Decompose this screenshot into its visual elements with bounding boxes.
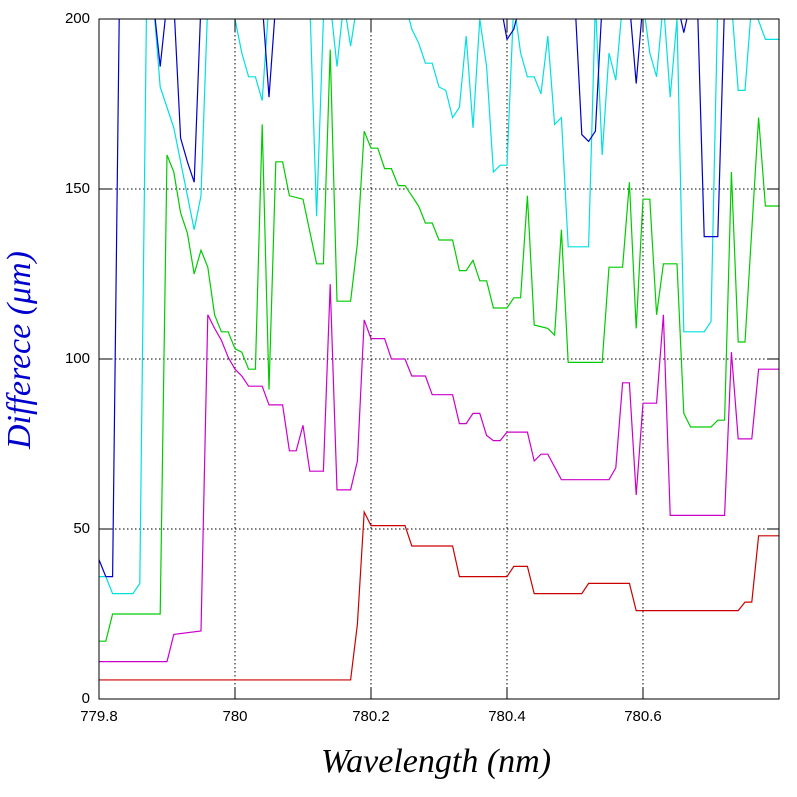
series-line	[99, 284, 779, 663]
x-tick-label: 780.6	[624, 708, 662, 725]
series-line	[99, 49, 779, 642]
y-tick-label: 100	[65, 350, 90, 367]
y-tick-label: 200	[65, 10, 90, 27]
x-tick-label: 779.8	[80, 708, 118, 725]
y-tick-label: 50	[73, 520, 90, 537]
grid	[98, 18, 779, 700]
x-tick-label: 780.2	[352, 708, 390, 725]
series-line	[99, 509, 779, 681]
y-tick-label: 150	[65, 180, 90, 197]
lines	[99, 19, 779, 681]
series-line	[99, 19, 779, 595]
y-tick-label: 0	[82, 690, 90, 707]
y-axis-title: Differece (μm)	[1, 251, 38, 450]
series-line	[99, 19, 725, 578]
x-tick-label: 780	[222, 708, 247, 725]
x-tick-label: 780.4	[488, 708, 526, 725]
x-axis-title: Wavelength (nm)	[321, 743, 551, 780]
